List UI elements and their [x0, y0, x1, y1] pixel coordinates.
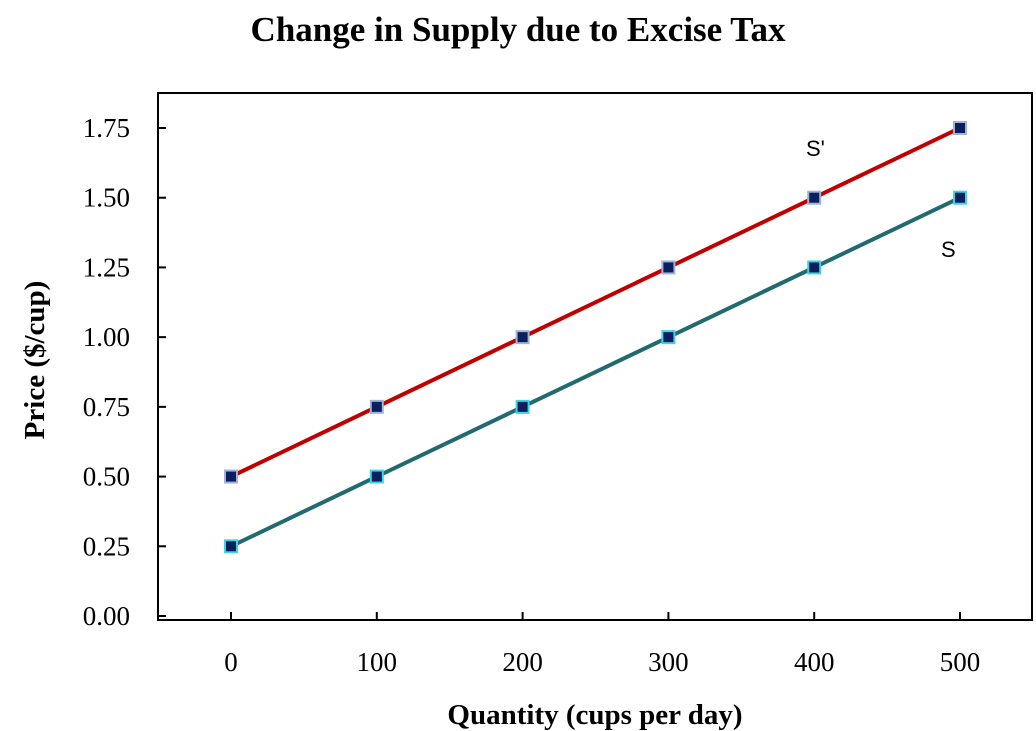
- data-point-s-prime: [515, 330, 530, 345]
- x-tick-label: 500: [940, 647, 981, 677]
- x-axis-ticks: 0 100 200 300 400 500: [224, 612, 980, 677]
- data-point-s-prime: [661, 260, 676, 275]
- data-point-s: [369, 469, 384, 484]
- x-tick-label: 200: [502, 647, 543, 677]
- y-tick-label: 1.25: [83, 252, 130, 282]
- y-tick-label: 1.50: [83, 183, 130, 213]
- y-axis-ticks: 0.00 0.25 0.50 0.75 1.00 1.25 1.50 1.75: [83, 113, 166, 631]
- y-tick-label: 0.00: [83, 601, 130, 631]
- plot-area-frame: [157, 92, 1033, 621]
- data-point-s-prime: [224, 469, 238, 484]
- series-line-s-prime: [230, 126, 961, 479]
- series-line-s: [230, 195, 961, 549]
- x-axis-title: Quantity (cups per day): [447, 699, 742, 731]
- series-markers: [224, 121, 967, 554]
- y-tick-label: 0.25: [83, 531, 130, 561]
- data-point-s: [807, 260, 822, 275]
- x-tick-label: 0: [224, 647, 238, 677]
- series-label-s: S: [941, 237, 956, 262]
- data-point-s: [515, 399, 530, 414]
- y-tick-label: 0.75: [83, 392, 130, 422]
- chart-title: Change in Supply due to Excise Tax: [250, 10, 786, 49]
- series-label-s-prime: S': [806, 136, 825, 161]
- y-tick-label: 1.00: [83, 322, 130, 352]
- y-tick-label: 1.75: [83, 113, 130, 143]
- y-tick-label: 0.50: [83, 462, 130, 492]
- data-point-s: [224, 539, 238, 554]
- x-tick-label: 100: [357, 647, 398, 677]
- data-point-s-prime: [369, 399, 384, 414]
- series-lines: [230, 126, 961, 549]
- data-point-s-prime: [953, 121, 967, 135]
- data-point-s: [661, 330, 676, 345]
- x-tick-label: 400: [794, 647, 835, 677]
- data-point-s: [953, 190, 967, 205]
- y-axis-title: Price ($/cup): [19, 281, 51, 440]
- x-tick-label: 300: [648, 647, 689, 677]
- data-point-s-prime: [807, 190, 822, 205]
